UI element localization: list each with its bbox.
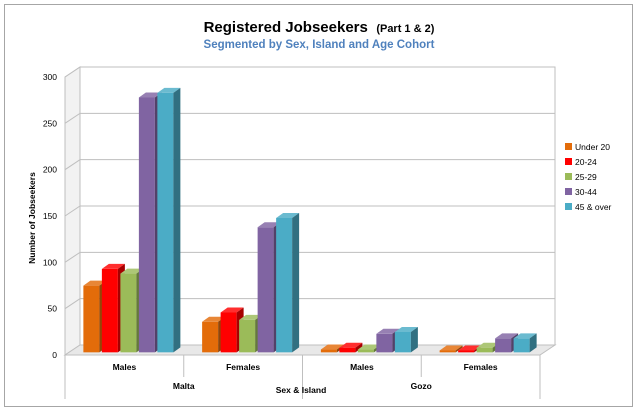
bar-front [476, 347, 493, 353]
gridline [64, 298, 555, 310]
bar-side [355, 342, 363, 353]
bar-front [339, 347, 356, 353]
bar-top [120, 268, 144, 274]
bar-front [157, 92, 174, 353]
chart-subtitle: Segmented by Sex, Island and Age Cohort [204, 39, 435, 51]
legend-label: Under 20 [575, 142, 610, 152]
legend-label: 30-44 [575, 187, 597, 197]
legend-item: 30-44 [565, 187, 597, 197]
y-tick-label: 300 [43, 72, 57, 82]
bar-side [292, 212, 300, 353]
bar-front [138, 97, 155, 353]
bar-top [495, 333, 519, 339]
bar-front [257, 227, 274, 353]
x-tick-label: Males [113, 362, 137, 372]
legend-item: Under 20 [565, 142, 610, 152]
bar-side [173, 87, 181, 353]
bar-top [476, 342, 500, 348]
y-tick-label: 200 [43, 165, 57, 175]
legend-swatch [565, 143, 572, 150]
bar [157, 87, 181, 353]
bar-front [276, 217, 293, 353]
legend-item: 45 & over [565, 202, 612, 212]
bar-front [513, 338, 530, 353]
bar-top [83, 280, 107, 286]
bar-front [202, 321, 219, 353]
y-axis-title: Number of Jobseekers [27, 172, 37, 264]
bar-top [320, 344, 344, 350]
y-tick-label: 0 [52, 350, 57, 360]
bar-front [458, 350, 475, 353]
bar-side [410, 326, 418, 353]
bar-front [495, 338, 512, 353]
gridline [64, 251, 555, 263]
bar [339, 342, 363, 353]
legend-swatch [565, 203, 572, 210]
gridline [64, 66, 555, 78]
x-tick-label: Females [226, 362, 260, 372]
x-tick-label: Females [464, 362, 498, 372]
x-group-label: Gozo [411, 381, 432, 391]
legend-label: 45 & over [575, 202, 612, 212]
gridline [64, 205, 555, 217]
bar-front [320, 349, 337, 353]
bar-top [220, 307, 244, 313]
legend: Under 20 20-24 25-29 30-44 45 & over [565, 142, 612, 212]
bar-top [439, 345, 463, 351]
legend-swatch [565, 173, 572, 180]
bar [513, 333, 537, 353]
legend-label: 25-29 [575, 172, 597, 182]
chart-canvas: Registered Jobseekers (Part 1 & 2) Segme… [27, 19, 612, 399]
bar-front [120, 273, 137, 353]
gridline [64, 159, 555, 171]
bar [394, 326, 418, 353]
bar-top [101, 263, 125, 269]
chart-frame: Registered Jobseekers (Part 1 & 2) Segme… [4, 4, 633, 407]
bar-front [101, 268, 118, 353]
bar-front [83, 285, 100, 353]
floor [63, 344, 557, 356]
legend-item: 25-29 [565, 172, 597, 182]
legend-swatch [565, 188, 572, 195]
bar-top [458, 345, 482, 351]
bar-top [276, 212, 300, 218]
gridline [64, 112, 555, 124]
bar-top [357, 344, 381, 350]
bar [439, 345, 463, 353]
bar-top [202, 316, 226, 322]
bar-front [239, 319, 256, 353]
bar-front [439, 350, 456, 353]
x-group-label: Malta [173, 381, 195, 391]
chart-title: Registered Jobseekers [204, 19, 368, 36]
bar-top [239, 314, 263, 320]
legend-item: 20-24 [565, 157, 597, 167]
legend-label: 20-24 [575, 157, 597, 167]
bar-top [394, 326, 418, 332]
bar-front [220, 312, 237, 353]
x-axis-title: Sex & Island [276, 385, 327, 395]
bar-front [394, 331, 411, 353]
y-tick-label: 100 [43, 257, 57, 267]
bar-top [138, 92, 162, 98]
y-tick-label: 250 [43, 118, 57, 128]
x-tick-label: Males [350, 362, 374, 372]
y-tick-label: 50 [48, 304, 58, 314]
bar-side [529, 333, 537, 353]
bar-side [455, 345, 463, 353]
y-tick-label: 150 [43, 211, 57, 221]
bar-front [357, 349, 374, 353]
bar [495, 333, 519, 353]
bar [276, 212, 300, 353]
bar-top [257, 222, 281, 228]
bar-top [376, 328, 400, 334]
bar-front [376, 333, 393, 353]
bar-top [513, 333, 537, 339]
legend-swatch [565, 158, 572, 165]
bar-top [157, 87, 181, 93]
chart-title-group: Registered Jobseekers (Part 1 & 2) [204, 19, 435, 36]
chart-title-suffix: (Part 1 & 2) [376, 23, 434, 35]
bar-top [339, 342, 363, 348]
